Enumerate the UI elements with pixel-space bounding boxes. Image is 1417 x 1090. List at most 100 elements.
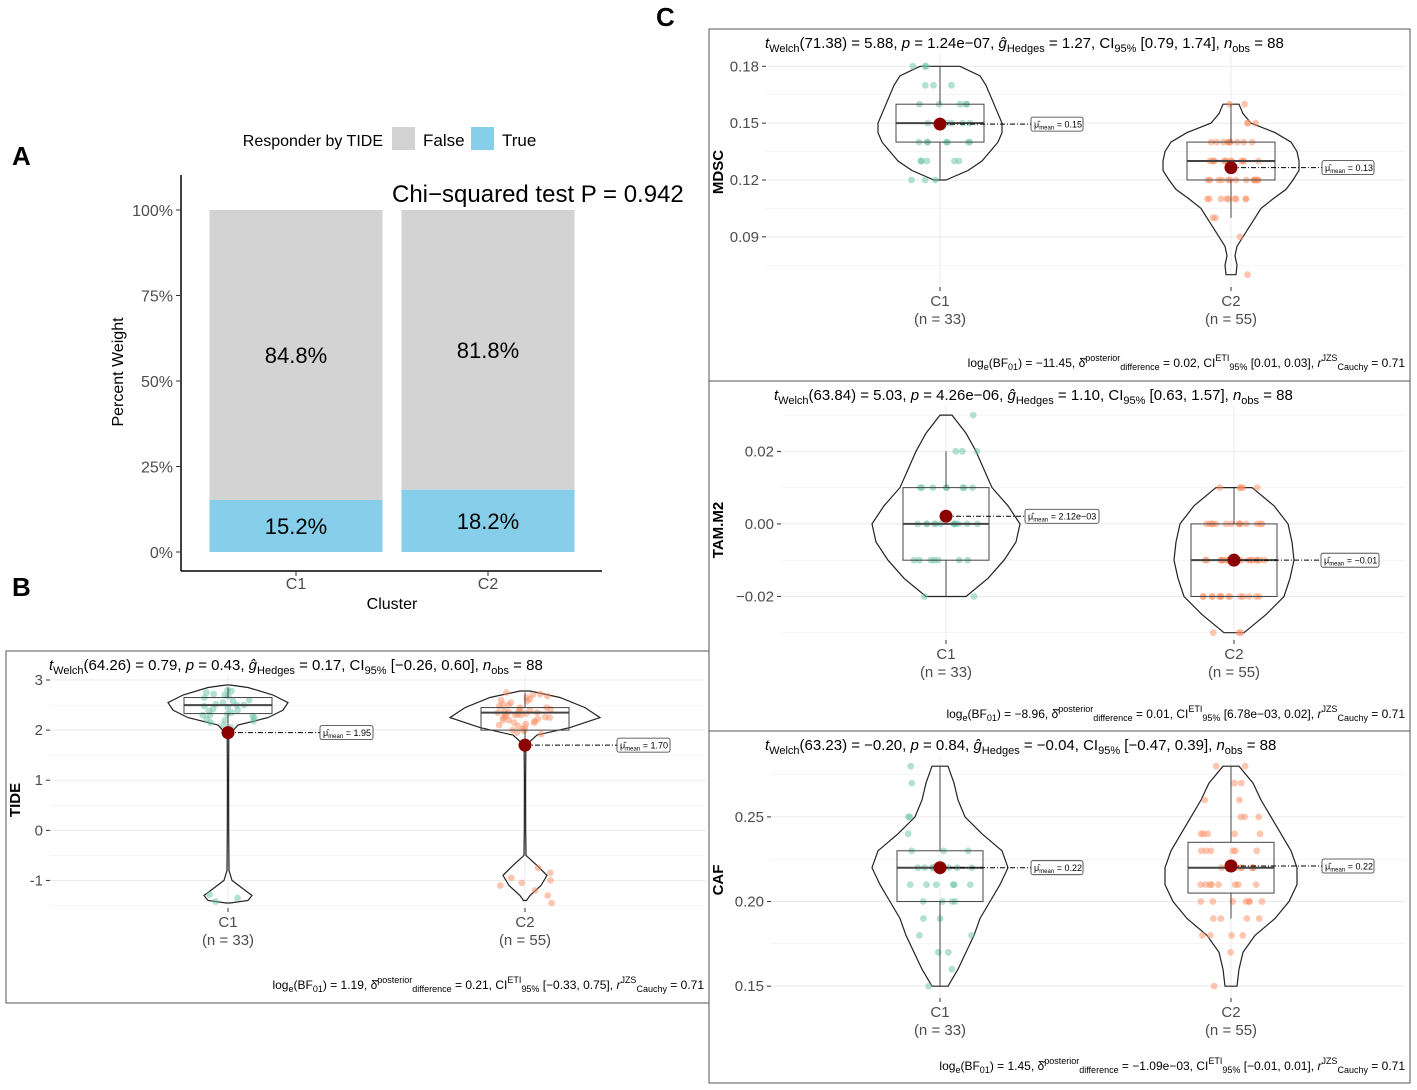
data-point xyxy=(1253,847,1261,855)
panel-a: A Responder by TIDE False True Chi−squared t… xyxy=(12,127,684,613)
text-span: = 0.15 xyxy=(1054,120,1082,130)
text-span: = 0.01, CI xyxy=(1133,707,1189,721)
y-axis-title: MDSC xyxy=(710,150,727,194)
mean-label-box xyxy=(1320,552,1380,568)
data-point xyxy=(234,706,242,714)
data-point xyxy=(537,730,545,738)
mean-point xyxy=(1227,553,1241,567)
caption-bayes: loge(BF01) = −8.96, δ̂posteriordifferenc… xyxy=(946,704,1405,723)
text-span: Welch xyxy=(769,43,799,55)
text-span: (63.84) = 5.03, xyxy=(809,387,911,404)
y-axis-title: CAF xyxy=(710,865,727,896)
x-tick-count-c2: (n = 55) xyxy=(1205,1022,1257,1039)
mean-point xyxy=(933,117,947,131)
text-span: difference xyxy=(1093,713,1132,723)
text-span: ĝ xyxy=(249,657,258,674)
text-span: Welch xyxy=(778,395,808,407)
text-span: p xyxy=(909,737,918,754)
text-span: obs xyxy=(1232,43,1250,55)
x-axis-title: Cluster xyxy=(367,596,418,613)
text-span: posterior xyxy=(377,975,412,985)
text-span: n xyxy=(1224,35,1232,52)
subtitle-stats: tWelch(63.23) = −0.20, p = 0.84, ĝHedges… xyxy=(765,737,1276,757)
data-point xyxy=(1252,881,1260,888)
text-span: μ̂ xyxy=(620,741,627,751)
mean-label-box xyxy=(319,725,374,741)
text-span: μ̂ xyxy=(323,728,330,738)
legend-swatch-false xyxy=(392,127,415,150)
data-point xyxy=(905,813,912,821)
legend-title: Responder by TIDE xyxy=(243,133,383,150)
data-point xyxy=(1200,830,1207,838)
data-point xyxy=(1198,932,1206,939)
data-point xyxy=(548,899,555,907)
data-point xyxy=(507,874,515,882)
data-point xyxy=(921,593,928,600)
data-point xyxy=(510,719,518,726)
data-point xyxy=(970,593,978,600)
text-span: Cauchy xyxy=(1337,1065,1368,1075)
data-point xyxy=(934,948,942,956)
legend-swatch-true xyxy=(471,127,494,150)
text-span: = 88 xyxy=(1243,737,1277,754)
data-point xyxy=(1236,796,1243,804)
text-span: obs xyxy=(491,665,509,677)
mean-label: μ̂mean = 2.12e−03 xyxy=(1028,512,1096,524)
text-span: [−0.26, 0.60], xyxy=(387,657,483,674)
y-tick-label: 3 xyxy=(35,672,43,689)
bar-label-false-c1: 84.8% xyxy=(265,343,327,368)
y-axis-title: TIDE xyxy=(7,783,24,817)
text-span: [−0.33, 0.75], xyxy=(539,978,616,992)
data-point xyxy=(948,965,956,973)
panel-label-b: B xyxy=(12,572,31,602)
x-tick-label-c2: C2 xyxy=(1224,646,1243,663)
caption-bayes: loge(BF01) = 1.19, δ̂posteriordifference… xyxy=(272,975,704,994)
text-span: e xyxy=(955,1065,960,1075)
x-tick-count-c1: (n = 33) xyxy=(202,932,254,949)
text-span: = 0.71 xyxy=(1368,1059,1405,1073)
text-span: = 0.13 xyxy=(1345,163,1373,173)
data-point xyxy=(952,447,960,455)
x-tick-label-c1: C1 xyxy=(936,646,955,663)
text-span: [0.79, 1.74], xyxy=(1136,35,1224,52)
violin-c2 xyxy=(1173,487,1295,634)
panel-label-a: A xyxy=(12,141,31,171)
x-tick-count-c1: (n = 33) xyxy=(920,664,972,681)
y-tick-label: 0.18 xyxy=(730,58,759,75)
text-span: t xyxy=(765,35,770,52)
text-span: mean xyxy=(1033,518,1048,524)
text-span: Hedges xyxy=(982,745,1020,757)
data-point xyxy=(916,932,923,939)
text-span: = 0.02, CI xyxy=(1160,356,1216,370)
data-point xyxy=(544,692,551,700)
violin-c1 xyxy=(877,65,1003,181)
data-point xyxy=(530,719,538,726)
y-tick-label: 50% xyxy=(141,374,173,391)
data-point xyxy=(1252,119,1259,127)
data-point xyxy=(1217,195,1225,203)
text-span: = 4.26e−06, xyxy=(919,387,1007,404)
data-point xyxy=(206,891,213,898)
text-span: [−0.01, 0.01], xyxy=(1240,1059,1317,1073)
text-span: log xyxy=(939,1059,955,1073)
text-span: ETI xyxy=(1208,1056,1222,1066)
text-span: difference xyxy=(412,984,451,994)
violin-c2 xyxy=(1162,103,1300,276)
text-span: mean xyxy=(625,747,640,753)
data-point xyxy=(1208,881,1215,888)
mean-label: μ̂mean = 1.95 xyxy=(323,728,371,740)
data-point xyxy=(513,729,521,736)
text-span: Hedges xyxy=(1016,395,1054,407)
data-point xyxy=(1209,898,1217,905)
text-span: posterior xyxy=(1085,353,1120,363)
data-point xyxy=(223,710,231,718)
data-point xyxy=(969,411,977,419)
text-span: δ̂ xyxy=(1038,1059,1047,1073)
data-point xyxy=(973,447,981,455)
text-span: (BF xyxy=(967,707,986,721)
text-span: = 0.17, CI xyxy=(295,657,365,674)
text-span: 95% xyxy=(1123,395,1145,407)
data-point xyxy=(932,881,940,888)
text-span: t xyxy=(765,737,770,754)
